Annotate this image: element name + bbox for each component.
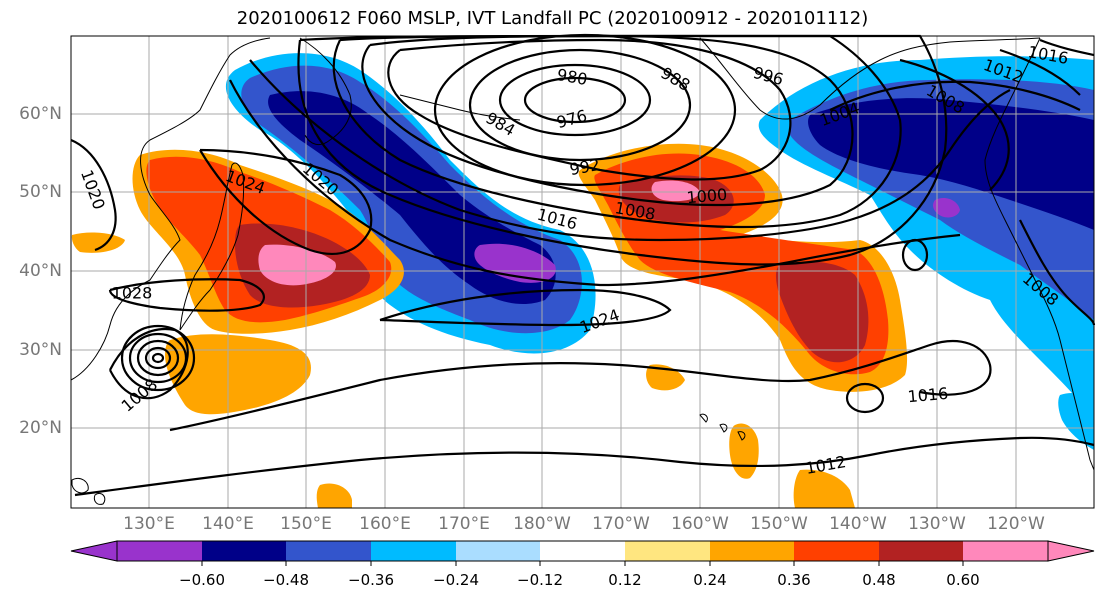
isobar-closed-e [845, 382, 885, 414]
colorbar-arrow-left [70, 540, 118, 562]
colorbar-tick-label: −0.24 [433, 571, 479, 589]
coastlines [70, 37, 1095, 505]
coast-aleutians [399, 94, 521, 121]
contour-label: 1028 [112, 284, 153, 303]
map-frame [70, 35, 1095, 509]
isobar-1012-s [74, 436, 1095, 497]
lon-label: 160°W [671, 514, 729, 534]
isobar-976 [523, 76, 627, 124]
colorbar-tick-label: 0.48 [862, 571, 896, 589]
lon-label: 150°W [750, 514, 808, 534]
shade-yellow-sw [165, 334, 311, 415]
colorbar-cell [286, 541, 371, 561]
contour-label: 1016 [907, 384, 949, 406]
lon-label: 150°E [280, 514, 332, 534]
lon-label: 180°W [513, 514, 571, 534]
colorbar-cell [625, 541, 710, 561]
colorbar-tick-label: −0.12 [517, 571, 563, 589]
shade-yellow-blob4 [793, 469, 855, 508]
colorbar-arrow-right [1047, 540, 1095, 562]
shade-brick-e2 [775, 261, 869, 363]
colorbar [70, 540, 1095, 566]
isobar-low-inner4 [120, 324, 196, 392]
colorbar-frame [116, 540, 1049, 562]
lon-label: 170°E [438, 514, 490, 534]
colorbar-tick-label: 0.12 [608, 571, 642, 589]
isobar-992 [387, 38, 792, 181]
lat-label: 30°N [19, 340, 62, 360]
colorbar-tick-label: −0.36 [348, 571, 394, 589]
coast-north-america [984, 37, 1095, 471]
coast-alaska [699, 37, 1041, 120]
isobar-1020-nw [70, 138, 117, 252]
colorbar-tick-label: 0.24 [693, 571, 727, 589]
colorbar-cell [794, 541, 879, 561]
isobar-1016-ne [1039, 38, 1095, 57]
colorbar-cell [117, 541, 202, 561]
contour-label: 1000 [686, 185, 728, 207]
isobar-1012-ne [999, 48, 1081, 96]
isobar-984 [468, 48, 692, 162]
shade-pink-w [258, 244, 336, 286]
lon-label: 140°W [829, 514, 887, 534]
lon-label: 170°W [592, 514, 650, 534]
isobar-low-inner3 [128, 332, 188, 384]
isobar-1020 [229, 79, 961, 287]
coast-hawaii [699, 413, 746, 441]
shade-pink-e [651, 180, 700, 202]
colorbar-tick-label: 0.36 [777, 571, 811, 589]
isobar-1024-e [379, 288, 672, 327]
isobar-1008-ne [899, 58, 1010, 191]
coast-kamchatka [299, 37, 352, 146]
colorbar-cell [710, 541, 794, 561]
isobar-low-inner0 [151, 352, 165, 364]
lat-label: 50°N [19, 182, 62, 202]
lon-label: 140°E [202, 514, 254, 534]
lon-label: 130°E [123, 514, 175, 534]
colorbar-cell [540, 541, 625, 561]
coast-islands-s [71, 477, 106, 505]
shade-dark-blue-na [808, 98, 1094, 230]
shade-yellow-blob3 [316, 483, 352, 508]
graticule [71, 36, 1094, 508]
colorbar-ticks [201, 561, 964, 566]
isobar-1016-s [169, 340, 992, 432]
coast-japan [179, 162, 245, 331]
colorbar-tick-label: −0.60 [179, 571, 225, 589]
shade-light-blue-sw [1058, 393, 1094, 450]
colorbar-cell [456, 541, 540, 561]
colorbar-tick-label: −0.48 [263, 571, 309, 589]
lat-label: 20°N [19, 418, 62, 438]
colorbar-cell [202, 541, 286, 561]
isobar-1008-low [109, 327, 189, 400]
isobar-closed-e2 [901, 238, 929, 272]
isobar-low-inner1 [144, 346, 172, 370]
lon-label: 130°W [908, 514, 966, 534]
shade-purple-na [933, 198, 960, 218]
colorbar-tick-label: 0.60 [946, 571, 980, 589]
colorbar-cell [371, 541, 456, 561]
coast-asia [70, 37, 271, 381]
isobar-1024-w [199, 148, 373, 255]
isobar-1028 [108, 278, 265, 312]
isobar-1004-ne [829, 80, 1081, 111]
lon-label: 120°W [987, 514, 1045, 534]
lat-label: 40°N [19, 261, 62, 281]
map-title: 2020100612 F060 MSLP, IVT Landfall PC (2… [236, 8, 869, 29]
lat-label: 60°N [19, 104, 62, 124]
isobar-low-inner2 [136, 339, 180, 377]
colorbar-cell [879, 541, 963, 561]
isobar-980 [498, 63, 652, 137]
isobar-1008-coast [1019, 219, 1096, 326]
isobar-1016 [249, 59, 1011, 242]
lon-label: 160°E [359, 514, 411, 534]
colorbar-cell [963, 541, 1048, 561]
